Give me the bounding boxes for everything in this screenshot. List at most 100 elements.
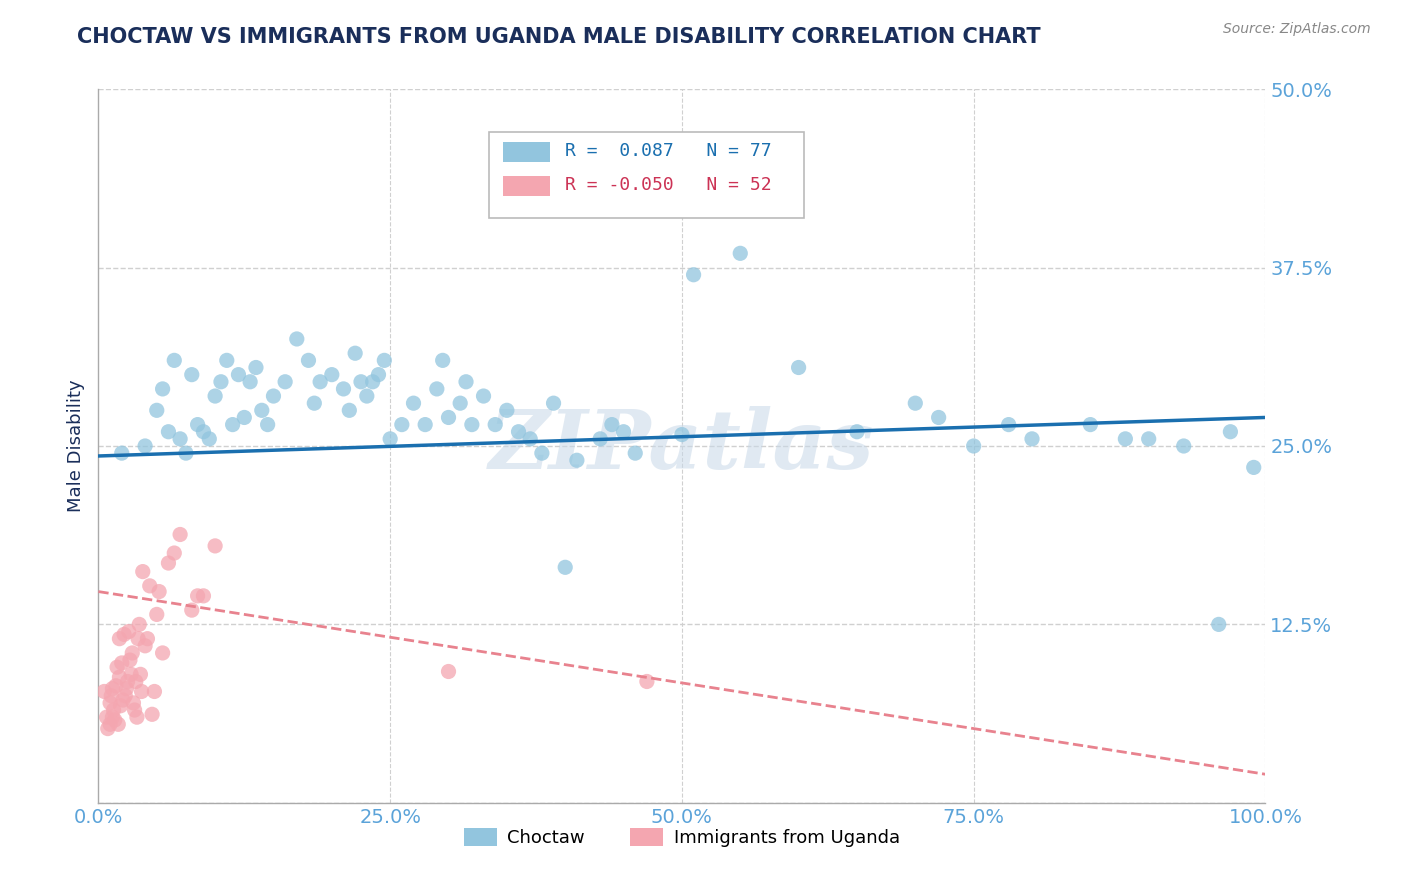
Point — [671, 427, 693, 442]
Point — [239, 375, 262, 389]
Point — [589, 432, 612, 446]
Point — [204, 389, 226, 403]
Point — [1173, 439, 1195, 453]
Point — [215, 353, 238, 368]
Point — [1243, 460, 1265, 475]
Point — [904, 396, 927, 410]
Point — [139, 579, 162, 593]
Point — [233, 410, 256, 425]
Point — [187, 417, 209, 432]
Point — [730, 246, 752, 260]
Point — [180, 603, 202, 617]
Point — [134, 639, 156, 653]
Point — [321, 368, 343, 382]
Point — [1208, 617, 1230, 632]
Point — [100, 689, 122, 703]
Point — [519, 432, 541, 446]
Point — [209, 375, 232, 389]
Point — [163, 353, 186, 368]
Point — [432, 353, 454, 368]
Y-axis label: Male Disability: Male Disability — [66, 380, 84, 512]
Point — [198, 432, 221, 446]
Point — [101, 681, 124, 696]
Point — [391, 417, 413, 432]
Point — [148, 584, 170, 599]
Bar — [503, 142, 550, 162]
Point — [128, 617, 150, 632]
Point — [118, 653, 141, 667]
Point — [127, 632, 149, 646]
Point — [143, 684, 166, 698]
Point — [111, 446, 134, 460]
Point — [256, 417, 278, 432]
Point — [437, 410, 460, 425]
Point — [297, 353, 319, 368]
FancyBboxPatch shape — [489, 132, 804, 218]
Point — [193, 425, 215, 439]
Point — [426, 382, 449, 396]
Point — [554, 560, 576, 574]
Point — [117, 674, 139, 689]
Point — [157, 556, 180, 570]
Point — [1114, 432, 1136, 446]
Point — [97, 722, 120, 736]
Point — [204, 539, 226, 553]
Point — [93, 684, 115, 698]
Point — [496, 403, 519, 417]
Point — [1137, 432, 1160, 446]
Point — [250, 403, 273, 417]
Point — [636, 674, 658, 689]
Point — [141, 707, 163, 722]
Point — [98, 717, 121, 731]
Point — [356, 389, 378, 403]
Point — [413, 417, 436, 432]
Point — [98, 696, 121, 710]
Point — [1080, 417, 1102, 432]
Point — [565, 453, 588, 467]
Point — [600, 417, 623, 432]
Point — [121, 646, 143, 660]
Point — [114, 689, 136, 703]
Point — [454, 375, 477, 389]
Bar — [503, 177, 550, 196]
Point — [472, 389, 495, 403]
Point — [997, 417, 1019, 432]
Text: R =  0.087   N = 77: R = 0.087 N = 77 — [565, 142, 772, 160]
Point — [105, 660, 128, 674]
Point — [118, 624, 141, 639]
Point — [787, 360, 810, 375]
Point — [1021, 432, 1043, 446]
Point — [449, 396, 471, 410]
Point — [928, 410, 950, 425]
Point — [146, 607, 169, 622]
Point — [152, 382, 174, 396]
Point — [169, 432, 191, 446]
Point — [367, 368, 389, 382]
Point — [193, 589, 215, 603]
Point — [508, 425, 530, 439]
Point — [344, 346, 367, 360]
Point — [122, 696, 145, 710]
Point — [373, 353, 395, 368]
Point — [228, 368, 250, 382]
Point — [962, 439, 984, 453]
Point — [262, 389, 284, 403]
Point — [104, 679, 127, 693]
Point — [152, 646, 174, 660]
Point — [402, 396, 425, 410]
Point — [125, 674, 148, 689]
Point — [115, 681, 138, 696]
Text: R = -0.050   N = 52: R = -0.050 N = 52 — [565, 176, 772, 194]
Point — [437, 665, 460, 679]
Point — [1219, 425, 1241, 439]
Point — [134, 439, 156, 453]
Point — [104, 713, 127, 727]
Point — [245, 360, 267, 375]
Point — [103, 703, 125, 717]
Point — [846, 425, 869, 439]
Point — [120, 667, 142, 681]
Point — [169, 527, 191, 541]
Point — [174, 446, 197, 460]
Point — [129, 667, 152, 681]
Point — [221, 417, 243, 432]
